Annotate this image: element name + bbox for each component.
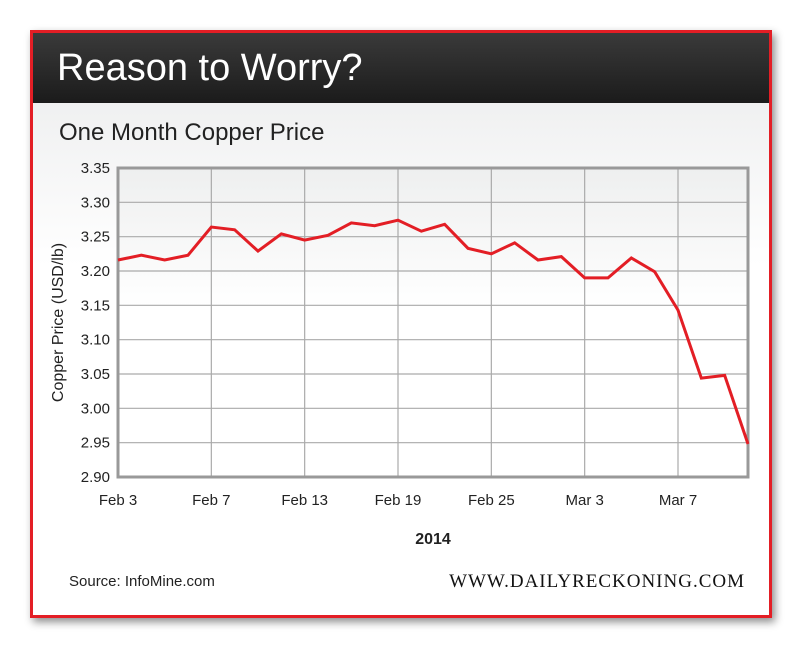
y-tick-label: 3.20 [81,263,110,280]
x-tick-label: Feb 3 [99,492,137,509]
x-tick-label: Mar 7 [659,492,697,509]
plot-border [116,166,750,479]
y-tick-label: 3.30 [81,194,110,211]
x-tick-label: Feb 25 [468,492,515,509]
brand-logo: WWW.DAILYRECKONING.COM [449,571,745,592]
y-tick-label: 3.10 [81,332,110,349]
plot-area [118,168,748,477]
x-tick-label: Feb 7 [192,492,230,509]
x-tick-label: Mar 3 [565,492,603,509]
x-tick-label: Feb 19 [375,492,422,509]
y-tick-label: 2.95 [81,435,110,452]
chart-title: One Month Copper Price [59,119,325,146]
banner-title: Reason to Worry? [33,33,769,103]
y-tick-label: 3.00 [81,400,110,417]
y-tick-label: 3.25 [81,229,110,246]
y-axis-label: Copper Price (USD/lb) [50,243,67,402]
y-tick-label: 3.15 [81,297,110,314]
y-tick-label: 3.05 [81,366,110,383]
x-tick-label: Feb 13 [281,492,328,509]
price-line [117,218,750,445]
y-tick-label: 2.90 [81,469,110,486]
x-axis-label: 2014 [415,531,451,548]
source-note: Source: InfoMine.com [69,573,215,590]
y-tick-label: 3.35 [81,160,110,177]
